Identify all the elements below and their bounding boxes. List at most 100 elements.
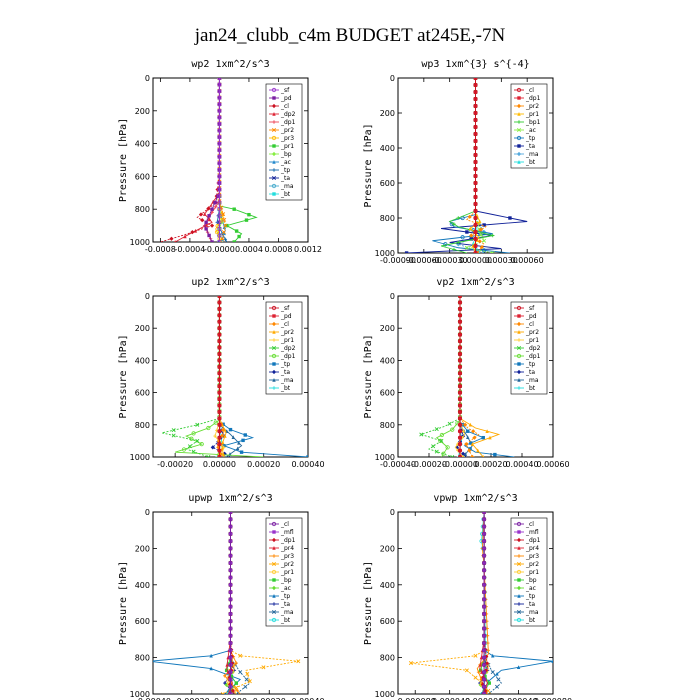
data-point	[190, 230, 195, 235]
legend-marker	[516, 617, 522, 623]
data-point	[217, 187, 222, 192]
data-point	[469, 237, 473, 241]
data-point	[234, 661, 239, 665]
series-group	[404, 78, 528, 253]
data-point	[204, 220, 208, 225]
series-group	[160, 78, 258, 242]
data-point	[485, 661, 490, 666]
data-point	[217, 384, 222, 389]
data-point	[226, 662, 231, 666]
data-point	[516, 665, 521, 670]
legend-marker	[517, 112, 521, 116]
data-point	[473, 194, 478, 200]
data-point	[486, 641, 490, 645]
legend-marker	[516, 537, 522, 543]
series-line-ta	[406, 78, 528, 253]
data-point	[228, 633, 233, 638]
data-point	[237, 440, 241, 445]
legend-marker	[271, 569, 277, 575]
y-tick-label: 0	[390, 292, 395, 301]
data-point	[228, 553, 233, 558]
y-tick-label: 1000	[375, 249, 395, 258]
x-tick-label: -0.00060	[406, 256, 442, 265]
data-point	[485, 634, 490, 638]
legend-entry: _bp	[280, 151, 292, 158]
legend-entry: _pd	[280, 95, 292, 102]
data-point	[207, 214, 211, 218]
data-point	[473, 166, 478, 172]
y-tick-label: 800	[380, 421, 395, 430]
legend-marker	[517, 578, 521, 582]
legend-marker	[517, 314, 521, 318]
data-point	[460, 235, 465, 240]
data-point	[482, 597, 487, 602]
legend-marker	[271, 175, 277, 181]
series-line-pr2	[459, 296, 501, 457]
data-point	[222, 445, 226, 450]
legend-marker	[272, 192, 276, 196]
data-point	[445, 445, 450, 450]
data-point	[473, 124, 478, 130]
data-point	[482, 691, 487, 694]
legend-marker	[516, 151, 522, 157]
data-point	[204, 223, 209, 227]
data-point	[463, 452, 468, 456]
data-point	[228, 597, 233, 602]
legend-entry: _pr1	[525, 337, 539, 344]
data-point	[479, 245, 484, 250]
data-point	[221, 212, 226, 217]
data-point	[457, 338, 463, 344]
data-point	[217, 220, 222, 225]
x-tick-label: -0.000080	[395, 697, 436, 700]
data-point	[485, 429, 489, 433]
data-point	[473, 187, 478, 193]
data-point	[225, 223, 229, 228]
data-point	[228, 691, 233, 694]
legend-marker	[272, 386, 276, 390]
data-point	[228, 640, 233, 646]
data-point	[207, 233, 211, 238]
data-point	[484, 654, 489, 659]
data-point	[482, 546, 487, 551]
legend-entry: _bp1	[525, 119, 541, 126]
legend-box	[265, 83, 303, 201]
series-group	[419, 296, 515, 457]
legend-marker	[516, 369, 522, 375]
data-point	[482, 633, 487, 638]
data-point	[457, 435, 463, 440]
legend-marker	[271, 369, 277, 375]
legend-marker	[516, 135, 522, 141]
legend-entry: _bt	[280, 191, 291, 198]
legend-marker	[272, 362, 276, 366]
data-point	[479, 232, 484, 237]
legend-entry: _ac	[525, 127, 536, 134]
legend-entry: _dp1	[280, 119, 296, 126]
data-point	[488, 435, 492, 440]
legend-marker	[516, 561, 522, 567]
data-point	[217, 454, 222, 457]
data-point	[217, 319, 222, 324]
legend-marker	[271, 353, 277, 359]
legend-marker	[517, 120, 521, 124]
x-tick-label: 0.0004	[235, 245, 263, 254]
legend-marker	[271, 609, 277, 615]
data-point	[214, 230, 220, 235]
data-point	[482, 455, 485, 457]
data-point	[508, 216, 512, 220]
data-point	[457, 326, 463, 331]
data-point	[244, 218, 249, 222]
data-point	[244, 677, 249, 682]
data-point	[217, 345, 222, 350]
data-point	[473, 675, 478, 680]
legend-entry: _cl	[525, 521, 534, 528]
data-point	[470, 454, 475, 457]
series-group	[161, 296, 308, 457]
series-group	[408, 512, 553, 694]
data-point	[456, 240, 460, 245]
x-tick-label: 0.00060	[511, 256, 544, 265]
y-tick-label: 800	[380, 214, 395, 223]
data-point	[482, 568, 487, 573]
legend-marker	[516, 609, 522, 615]
legend-marker	[517, 96, 521, 100]
data-point	[473, 180, 478, 186]
